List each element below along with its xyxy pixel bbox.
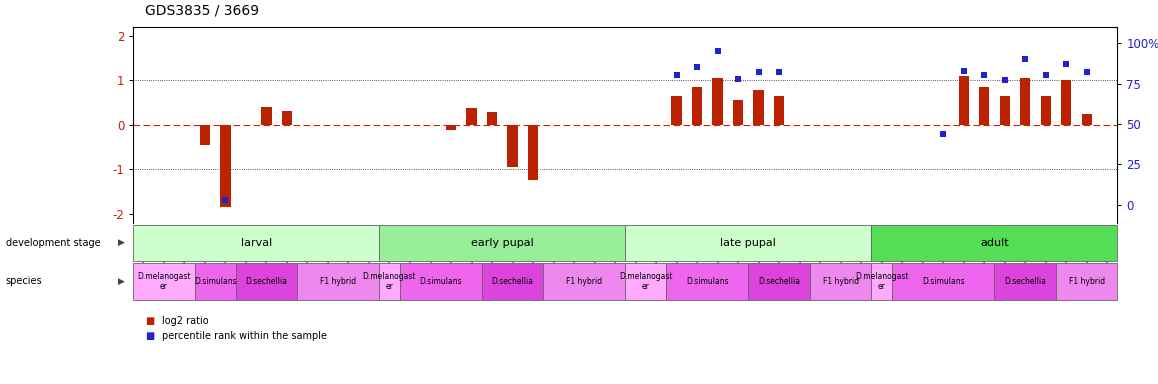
Text: adult: adult <box>980 238 1009 248</box>
Text: species: species <box>6 276 43 286</box>
Bar <box>1041 96 1050 125</box>
Text: D.simulans: D.simulans <box>922 277 965 286</box>
Text: D.simulans: D.simulans <box>686 277 728 286</box>
Text: D.simulans: D.simulans <box>419 277 462 286</box>
Point <box>954 68 973 74</box>
Point <box>975 72 994 78</box>
Text: D.simulans: D.simulans <box>193 277 236 286</box>
Bar <box>754 90 764 125</box>
Bar <box>486 113 497 125</box>
Bar <box>1061 80 1071 125</box>
Bar <box>507 125 518 167</box>
Text: F1 hybrid: F1 hybrid <box>822 277 859 286</box>
Point <box>1077 69 1095 75</box>
Bar <box>467 108 477 125</box>
Text: early pupal: early pupal <box>471 238 534 248</box>
Point <box>770 69 789 75</box>
Text: ■: ■ <box>145 316 154 326</box>
Text: F1 hybrid: F1 hybrid <box>566 277 602 286</box>
Point <box>217 197 235 203</box>
Text: D.sechellia: D.sechellia <box>245 277 287 286</box>
Text: ▶: ▶ <box>118 238 125 247</box>
Point <box>1057 61 1076 67</box>
Text: D.melanogast
er: D.melanogast er <box>855 271 908 291</box>
Bar <box>446 125 456 130</box>
Text: ■: ■ <box>145 331 154 341</box>
Bar <box>262 107 272 125</box>
Bar <box>959 76 969 125</box>
Text: development stage: development stage <box>6 238 101 248</box>
Bar <box>979 87 989 125</box>
Bar <box>281 111 292 125</box>
Bar <box>712 78 723 125</box>
Text: larval: larval <box>241 238 272 248</box>
Text: D.sechellia: D.sechellia <box>1004 277 1046 286</box>
Point <box>709 48 727 54</box>
Bar <box>220 125 230 207</box>
Bar <box>692 87 702 125</box>
Text: D.sechellia: D.sechellia <box>758 277 800 286</box>
Point <box>1016 56 1034 62</box>
Text: D.sechellia: D.sechellia <box>491 277 534 286</box>
Bar <box>672 96 682 125</box>
Point <box>688 64 706 70</box>
Text: log2 ratio: log2 ratio <box>162 316 208 326</box>
Text: F1 hybrid: F1 hybrid <box>320 277 357 286</box>
Text: GDS3835 / 3669: GDS3835 / 3669 <box>145 3 259 17</box>
Point <box>667 72 686 78</box>
Text: F1 hybrid: F1 hybrid <box>1069 277 1105 286</box>
Point <box>749 69 768 75</box>
Text: D.melanogast
er: D.melanogast er <box>362 271 416 291</box>
Bar <box>1020 78 1031 125</box>
Text: percentile rank within the sample: percentile rank within the sample <box>162 331 327 341</box>
Point <box>933 131 952 137</box>
Bar <box>999 96 1010 125</box>
Text: D.melanogast
er: D.melanogast er <box>137 271 191 291</box>
Text: ▶: ▶ <box>118 277 125 286</box>
Bar <box>528 125 538 180</box>
Bar <box>733 100 743 125</box>
Text: D.melanogast
er: D.melanogast er <box>620 271 673 291</box>
Bar <box>1082 114 1092 125</box>
Point <box>996 77 1014 83</box>
Text: late pupal: late pupal <box>720 238 776 248</box>
Bar <box>200 125 210 145</box>
Point <box>728 76 747 82</box>
Point <box>1036 72 1055 78</box>
Bar <box>774 96 784 125</box>
